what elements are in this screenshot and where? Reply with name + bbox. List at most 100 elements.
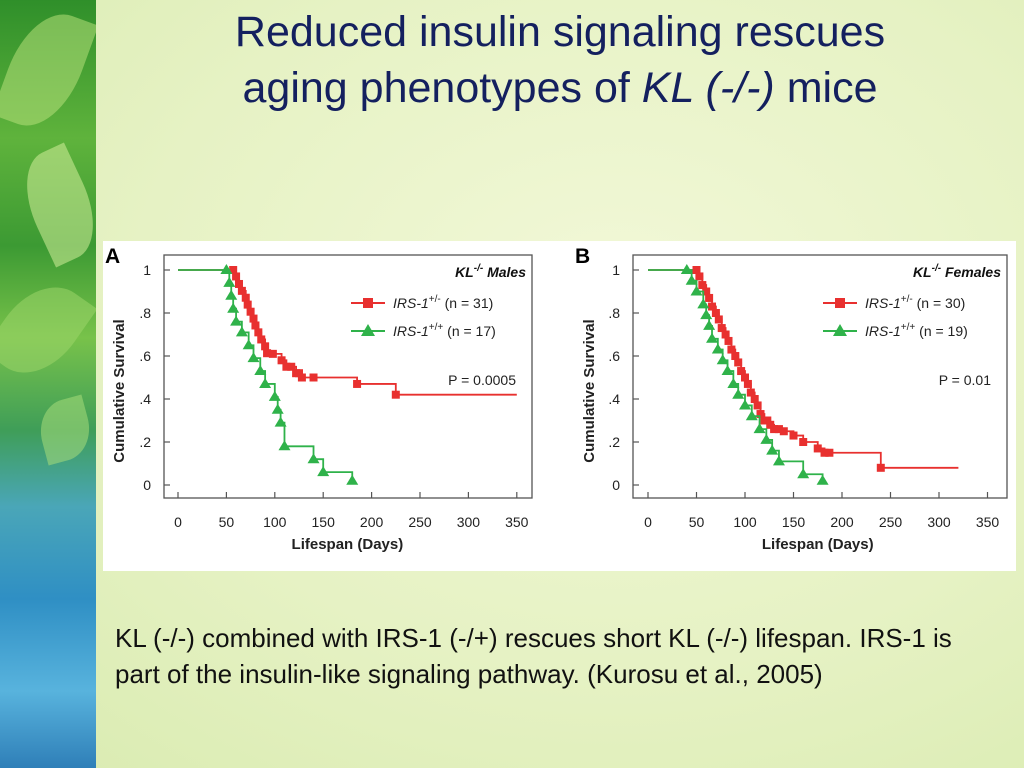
survival-point-triangle bbox=[268, 390, 281, 401]
panel-label: B bbox=[575, 245, 590, 268]
chart-title: KL-/- Females bbox=[913, 263, 1001, 280]
chart-panel-a: A 0 .2 .4 .6 .8 1 0 50 100 150 200 250 300 350 Lifespan… bbox=[105, 245, 533, 553]
plot-frame bbox=[632, 254, 1008, 499]
survival-point-square bbox=[692, 266, 701, 274]
y-tick-label: .4 bbox=[608, 391, 620, 407]
y-tick-label: 1 bbox=[612, 262, 620, 278]
y-tick-label: .6 bbox=[608, 348, 620, 364]
survival-point-square bbox=[727, 345, 736, 354]
survival-point-triangle bbox=[727, 377, 740, 388]
y-tick-label: 1 bbox=[143, 262, 151, 278]
chart-panel-b: B 0 .2 .4 .6 .8 1 0 50 100 150 200 250 300 350 Lifespan… bbox=[575, 245, 1008, 553]
survival-point-square bbox=[750, 395, 759, 403]
survival-charts-svg: A0.2.4.6.810 50 100 150 200 250 300 350Lifespan… bbox=[105, 245, 1008, 553]
survival-point-square bbox=[779, 427, 788, 436]
x-axis-label: Lifespan (Days) bbox=[292, 536, 404, 553]
survival-point-square bbox=[717, 324, 726, 333]
survival-point-triangle bbox=[766, 444, 779, 455]
survival-point-square bbox=[237, 286, 246, 295]
survival-point-square bbox=[737, 367, 746, 376]
survival-point-square bbox=[766, 420, 775, 429]
y-tick-label: .8 bbox=[608, 305, 620, 321]
survival-point-square bbox=[770, 425, 779, 434]
survival-point-square bbox=[711, 309, 720, 317]
legend-label: IRS-1+/+ (n = 17) bbox=[393, 322, 496, 339]
survival-point-triangle bbox=[760, 433, 773, 444]
survival-point-triangle bbox=[278, 440, 291, 451]
survival-point-triangle bbox=[680, 264, 693, 274]
survival-point-square bbox=[246, 307, 255, 316]
survival-point-square bbox=[234, 279, 243, 288]
x-tick-label: 350 bbox=[976, 514, 1000, 530]
survival-point-triangle bbox=[721, 365, 734, 376]
legend-square-marker bbox=[835, 298, 845, 308]
survival-point-square bbox=[391, 390, 400, 399]
survival-point-triangle bbox=[346, 474, 359, 485]
survival-point-triangle bbox=[307, 453, 320, 464]
survival-point-triangle bbox=[753, 423, 766, 434]
survival-point-square bbox=[743, 379, 752, 388]
survival-point-triangle bbox=[230, 315, 243, 326]
title-line-2-suffix: mice bbox=[774, 64, 878, 112]
survival-point-square bbox=[731, 352, 740, 360]
series-line-irs1-wt bbox=[178, 269, 354, 481]
survival-point-square bbox=[257, 335, 266, 344]
x-tick-label: 0 bbox=[174, 514, 182, 530]
x-tick-label: 250 bbox=[408, 514, 432, 530]
survival-point-square bbox=[268, 349, 277, 358]
survival-point-square bbox=[876, 463, 885, 472]
survival-point-triangle bbox=[703, 319, 716, 330]
y-tick-label: .2 bbox=[139, 434, 151, 450]
y-axis-label: Cumulative Survival bbox=[111, 319, 128, 462]
survival-point-square bbox=[708, 302, 717, 311]
survival-point-square bbox=[724, 336, 733, 345]
title-line-1: Reduced insulin signaling rescues bbox=[234, 8, 886, 56]
survival-point-triangle bbox=[711, 343, 724, 354]
y-tick-label: 0 bbox=[612, 477, 620, 493]
survival-point-triangle bbox=[700, 309, 713, 320]
plot-frame bbox=[163, 254, 533, 499]
survival-point-square bbox=[789, 431, 798, 440]
title-line-2-prefix: aging phenotypes of bbox=[242, 64, 642, 112]
survival-point-triangle bbox=[745, 410, 758, 421]
x-tick-label: 200 bbox=[830, 514, 854, 530]
x-tick-label: 150 bbox=[782, 514, 806, 530]
survival-point-square bbox=[799, 438, 808, 446]
chart-title: KL-/- Males bbox=[455, 263, 526, 280]
survival-point-square bbox=[249, 314, 258, 323]
x-tick-label: 350 bbox=[505, 514, 529, 530]
survival-point-square bbox=[282, 362, 291, 371]
x-tick-label: 150 bbox=[312, 514, 336, 530]
legend-label: IRS-1+/+ (n = 19) bbox=[865, 322, 968, 339]
x-tick-label: 100 bbox=[733, 514, 757, 530]
y-tick-label: .2 bbox=[608, 434, 620, 450]
survival-point-triangle bbox=[706, 332, 719, 343]
survival-point-square bbox=[698, 281, 707, 290]
x-tick-label: 200 bbox=[360, 514, 384, 530]
survival-point-square bbox=[251, 321, 260, 330]
survival-figure: A 0.2.4.6.8 1 0 50 100 150 200 250 300 350 Lifespan… bbox=[103, 241, 1016, 571]
survival-point-triangle bbox=[732, 388, 745, 399]
survival-point-triangle bbox=[797, 468, 810, 479]
survival-point-square bbox=[746, 388, 755, 397]
survival-point-square bbox=[756, 410, 765, 419]
y-tick-label: .8 bbox=[139, 305, 151, 321]
x-tick-label: 250 bbox=[879, 514, 903, 530]
survival-point-triangle bbox=[235, 326, 248, 337]
y-tick-label: 0 bbox=[143, 477, 151, 493]
survival-point-square bbox=[295, 369, 303, 378]
survival-point-square bbox=[825, 448, 834, 457]
survival-point-triangle bbox=[254, 365, 267, 376]
p-value-label: P = 0.0005 bbox=[448, 372, 516, 388]
title-line-2-italic: KL (-/-) bbox=[641, 64, 775, 112]
survival-point-triangle bbox=[697, 298, 710, 309]
survival-point-square bbox=[353, 379, 362, 388]
survival-point-triangle bbox=[271, 403, 284, 414]
survival-point-square bbox=[774, 425, 783, 434]
survival-point-square bbox=[734, 358, 743, 367]
survival-point-triangle bbox=[225, 289, 238, 300]
survival-point-square bbox=[695, 272, 704, 281]
survival-point-triangle bbox=[690, 285, 703, 296]
survival-point-triangle bbox=[317, 466, 330, 477]
survival-point-square bbox=[813, 444, 822, 453]
